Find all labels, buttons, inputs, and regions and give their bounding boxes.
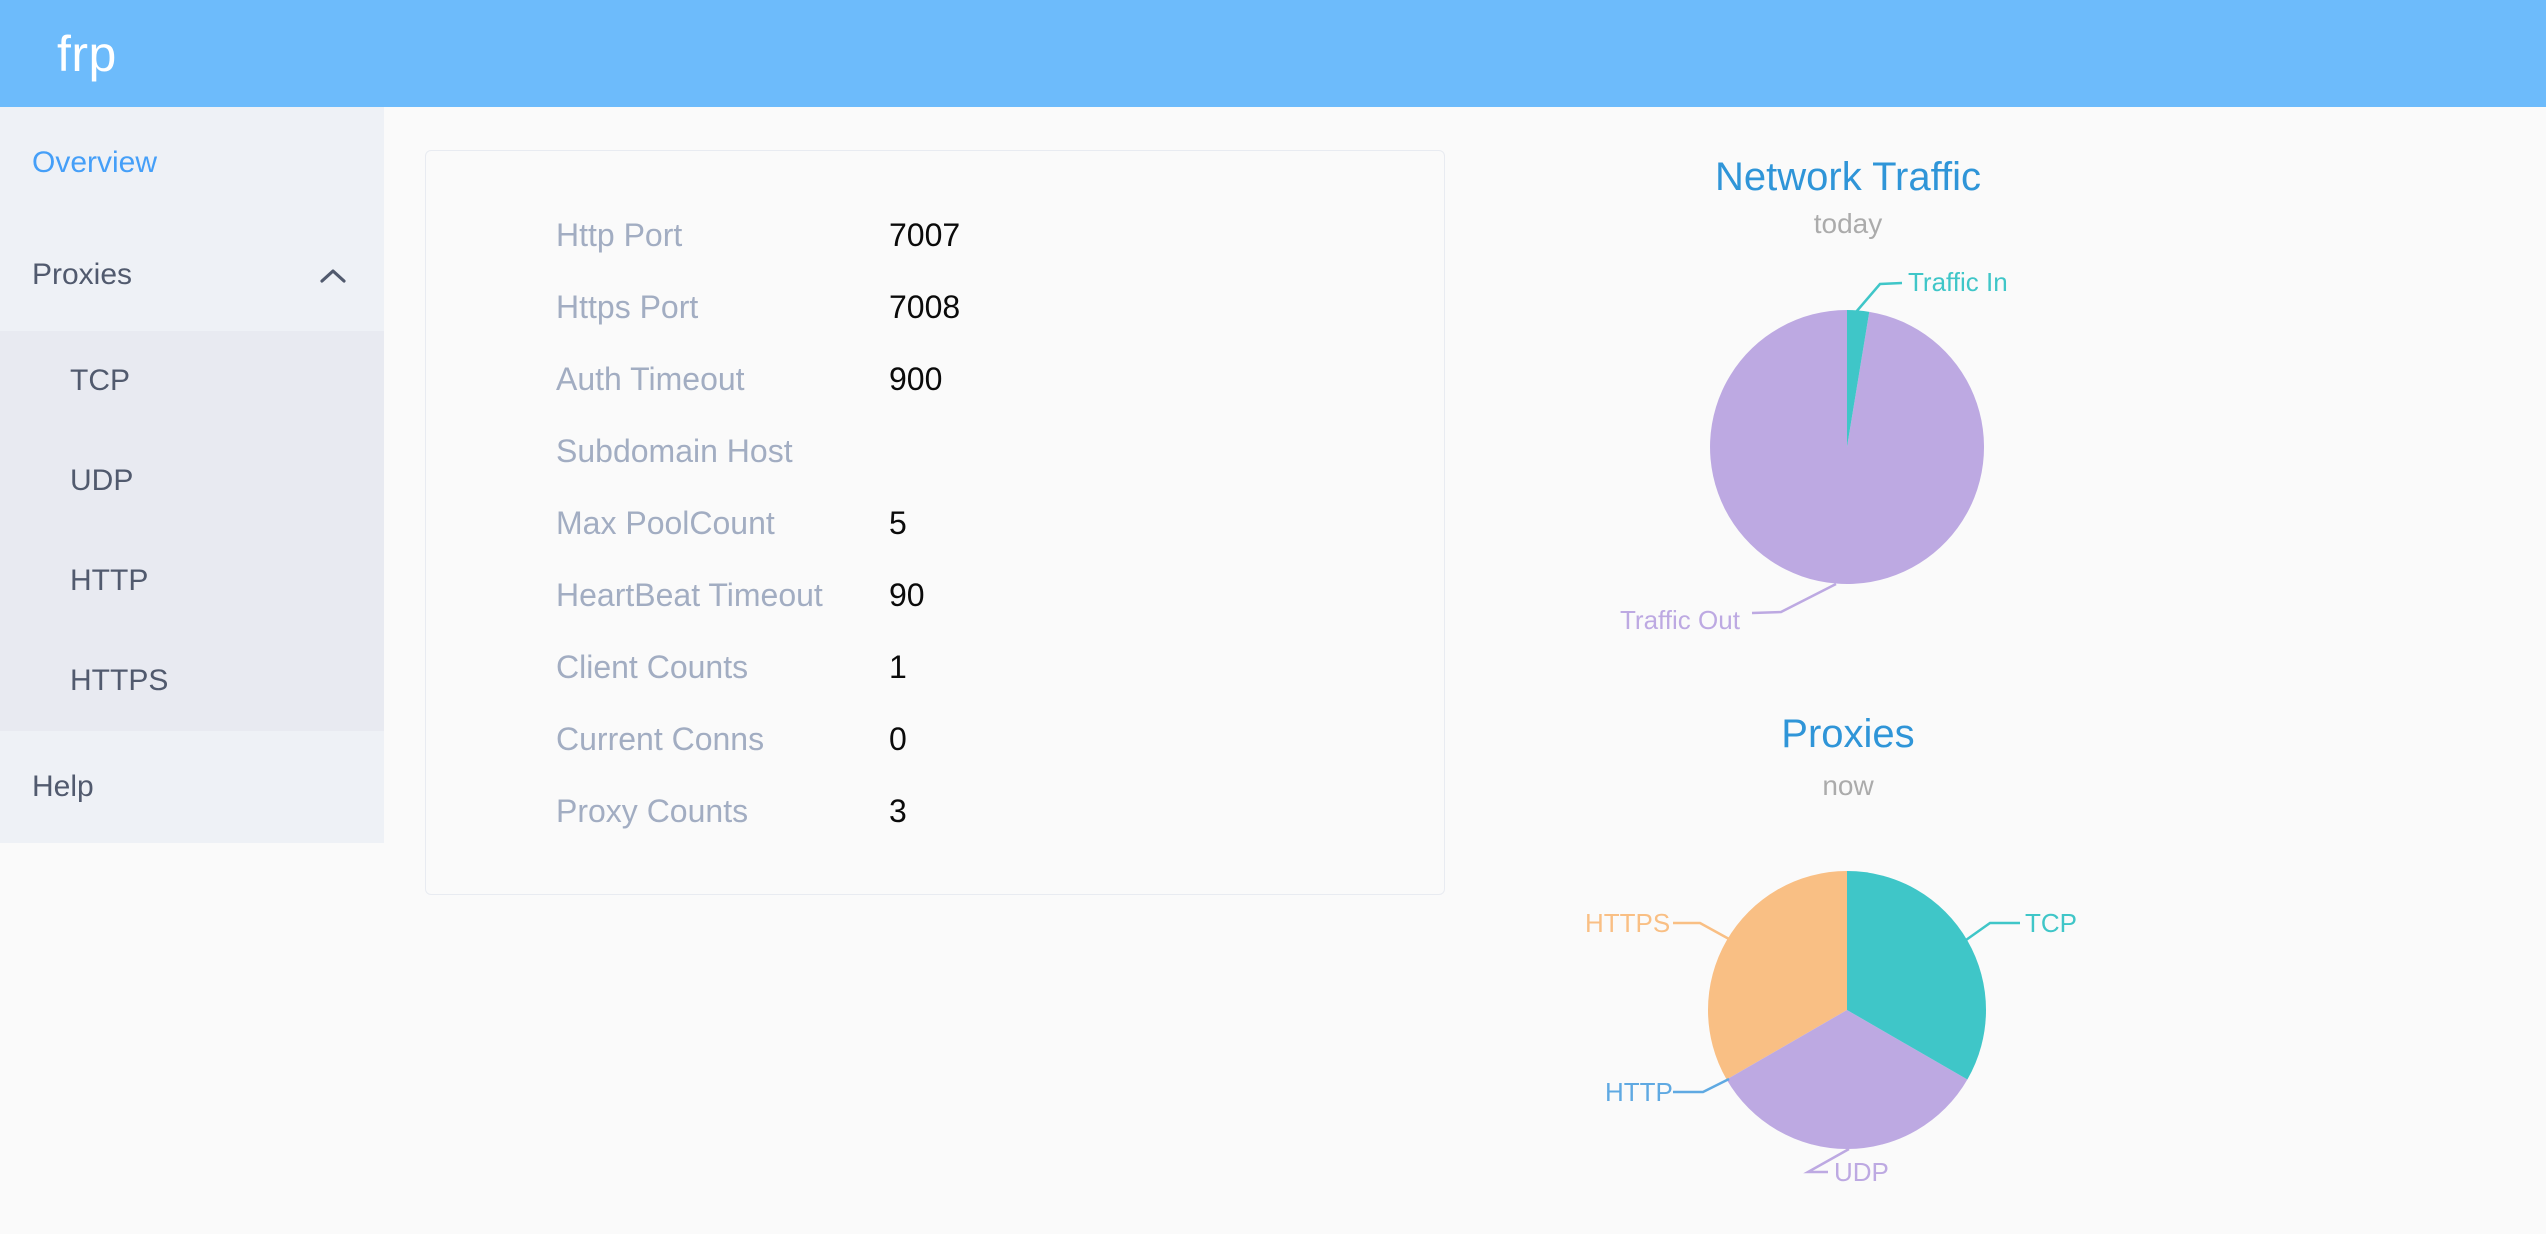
traffic-out-label: Traffic Out [1620, 605, 1740, 635]
traffic-out-leader-line [1751, 582, 1837, 615]
info-row-max-poolcount: Max PoolCount 5 [426, 487, 1444, 559]
traffic-in-label: Traffic In [1908, 267, 2008, 297]
proxies-chart: Proxies now TCP UDP HTTP HTTPS [1498, 690, 2198, 1234]
server-info-card: Http Port 7007 Https Port 7008 Auth Time… [425, 150, 1445, 895]
network-traffic-title: Network Traffic [1715, 155, 1981, 199]
proxies-submenu: TCP UDP HTTP HTTPS [0, 331, 384, 731]
proxies-title: Proxies [1781, 712, 1915, 756]
sidebar-item-http[interactable]: HTTP [0, 531, 384, 631]
info-label: Client Counts [556, 648, 749, 685]
sidebar-item-tcp[interactable]: TCP [0, 331, 384, 431]
info-row-https-port: Https Port 7008 [426, 271, 1444, 343]
info-label: HeartBeat Timeout [556, 576, 823, 613]
sidebar-item-udp[interactable]: UDP [0, 431, 384, 531]
sidebar: Overview Proxies TCP UDP HTTP HTTPS Help [0, 107, 384, 843]
sidebar-item-help-label: Help [32, 770, 94, 803]
http-leader-line [1673, 1077, 1730, 1094]
network-traffic-chart: Network Traffic today Traffic In Traffic… [1498, 140, 2198, 670]
info-label: Auth Timeout [556, 360, 745, 397]
info-row-subdomain-host: Subdomain Host [426, 415, 1444, 487]
sidebar-item-https-label: HTTPS [70, 664, 169, 697]
udp-leader-line [1803, 1147, 1850, 1174]
sidebar-item-proxies-label: Proxies [32, 258, 133, 291]
info-row-current-conns: Current Conns 0 [426, 703, 1444, 775]
info-label: Http Port [556, 216, 683, 253]
info-value: 3 [889, 792, 907, 829]
sidebar-item-proxies[interactable]: Proxies [0, 219, 384, 331]
pie-slice-traffic-in[interactable] [1847, 310, 1870, 447]
info-row-http-port: Http Port 7007 [426, 199, 1444, 271]
sidebar-item-udp-label: UDP [70, 464, 134, 497]
info-value: 7008 [889, 288, 961, 325]
info-value: 1 [889, 648, 907, 685]
sidebar-item-overview[interactable]: Overview [0, 107, 384, 219]
sidebar-item-https[interactable]: HTTPS [0, 631, 384, 731]
pie-slice-traffic-out[interactable] [1710, 310, 1985, 584]
info-value: 90 [889, 576, 925, 613]
https-leader-line [1673, 921, 1730, 941]
app-logo: frp [57, 25, 117, 82]
info-row-client-counts: Client Counts 1 [426, 631, 1444, 703]
https-label: HTTPS [1585, 908, 1671, 938]
info-value: 5 [889, 504, 907, 541]
sidebar-item-http-label: HTTP [70, 564, 149, 597]
network-traffic-pie [1710, 281, 1985, 615]
http-label: HTTP [1605, 1077, 1673, 1107]
pie-slice-udp[interactable] [1726, 1010, 1968, 1150]
info-row-auth-timeout: Auth Timeout 900 [426, 343, 1444, 415]
info-label: Subdomain Host [556, 432, 793, 469]
proxies-pie [1673, 871, 2020, 1174]
info-value: 0 [889, 720, 907, 757]
chevron-up-icon [320, 258, 346, 292]
tcp-label: TCP [2025, 908, 2077, 938]
sidebar-item-tcp-label: TCP [70, 364, 130, 397]
info-value: 7007 [889, 216, 961, 253]
network-traffic-subtitle: today [1813, 208, 1883, 239]
sidebar-item-help[interactable]: Help [0, 731, 384, 843]
proxies-subtitle: now [1822, 770, 1874, 801]
info-label: Proxy Counts [556, 792, 749, 829]
tcp-leader-line [1965, 921, 2020, 942]
info-value: 900 [889, 360, 943, 397]
udp-label: UDP [1834, 1157, 1889, 1187]
sidebar-item-overview-label: Overview [32, 146, 158, 179]
pie-slice-tcp[interactable] [1847, 871, 1987, 1080]
info-row-proxy-counts: Proxy Counts 3 [426, 775, 1444, 847]
info-label: Current Conns [556, 720, 765, 757]
pie-slice-https[interactable] [1707, 871, 1847, 1080]
app-header: frp [0, 0, 2546, 107]
info-row-heartbeat-timeout: HeartBeat Timeout 90 [426, 559, 1444, 631]
info-label: Max PoolCount [556, 504, 775, 541]
info-label: Https Port [556, 288, 699, 325]
traffic-in-leader-line [1855, 281, 1903, 313]
